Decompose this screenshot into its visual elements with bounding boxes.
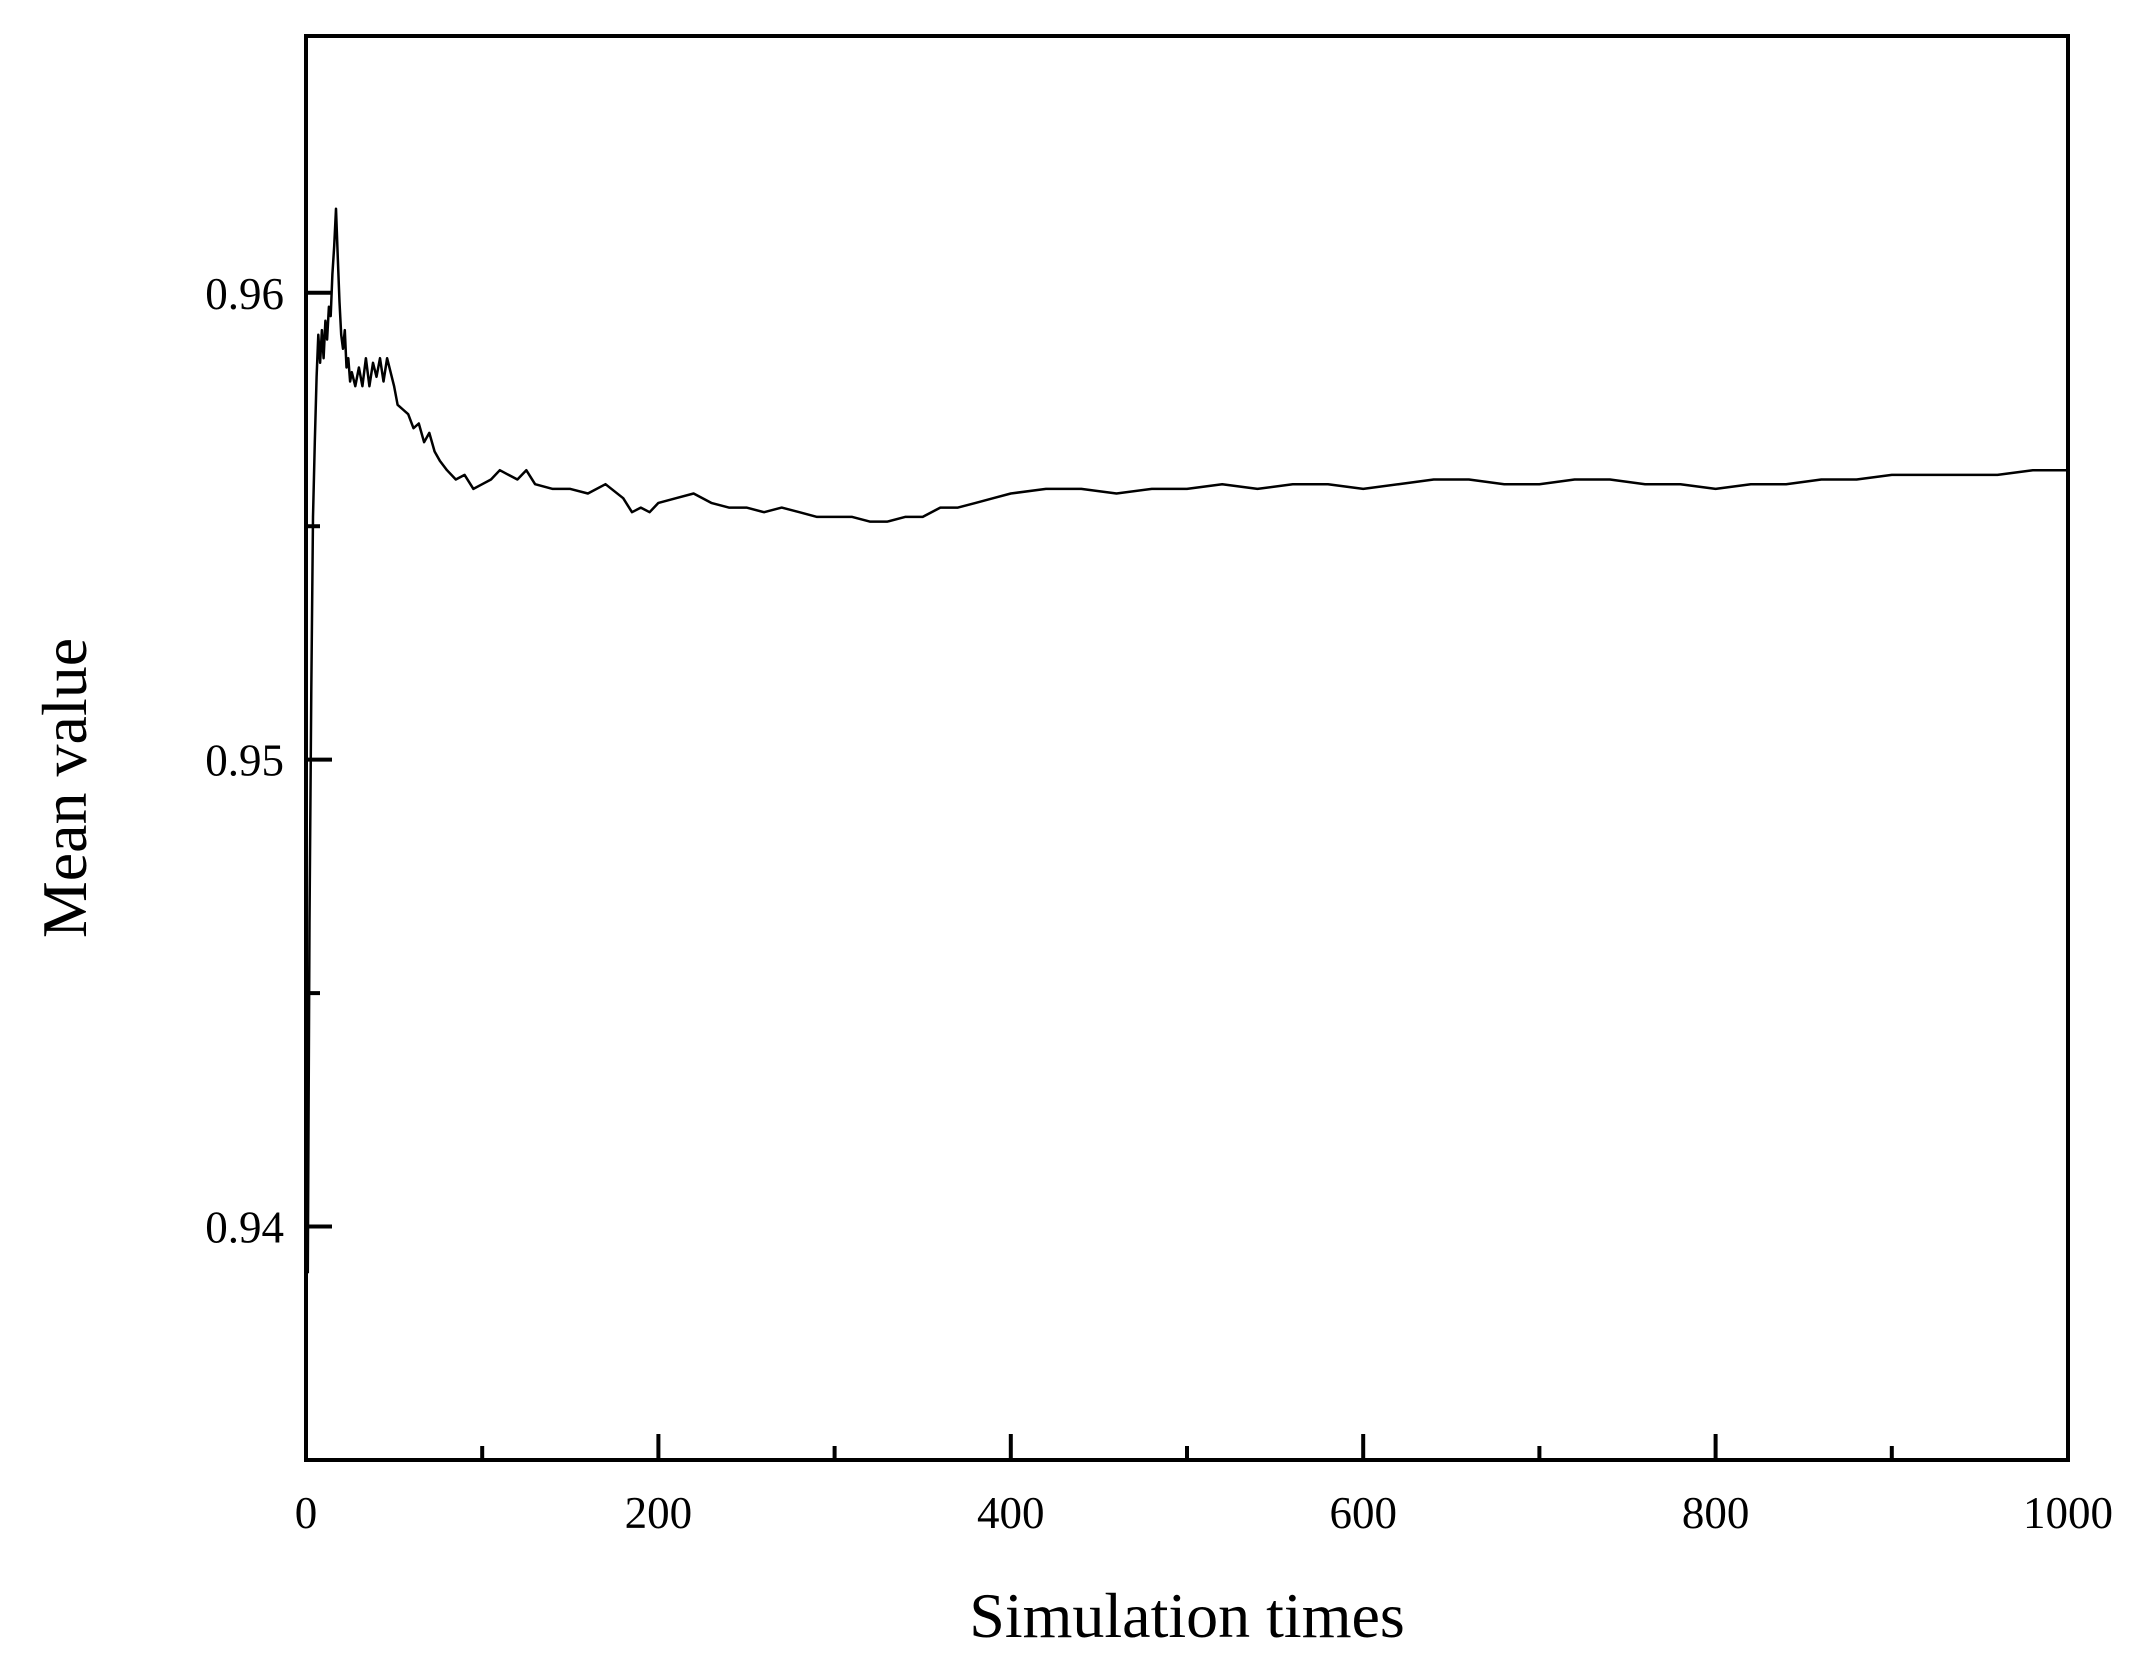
x-axis-title: Simulation times	[969, 1580, 1405, 1651]
x-axis-ticks	[304, 1434, 2070, 1460]
x-tick-label: 1000	[2023, 1488, 2113, 1538]
series-line	[306, 207, 2068, 1274]
y-tick-label: 0.96	[205, 269, 284, 319]
y-tick-label: 0.95	[205, 736, 284, 786]
plot-frame	[304, 34, 2070, 1462]
x-tick-label: 800	[1682, 1488, 1750, 1538]
x-tick-label: 200	[625, 1488, 693, 1538]
x-tick-label: 600	[1329, 1488, 1397, 1538]
y-axis-tick-labels: 0.94 0.95 0.96	[205, 269, 284, 1253]
x-tick-label: 0	[295, 1488, 318, 1538]
y-tick-label: 0.94	[205, 1203, 284, 1253]
x-tick-label: 400	[977, 1488, 1045, 1538]
x-axis-tick-labels: 0 200 400 600 800 1000	[295, 1488, 2113, 1538]
y-axis-title: Mean value	[29, 638, 100, 938]
